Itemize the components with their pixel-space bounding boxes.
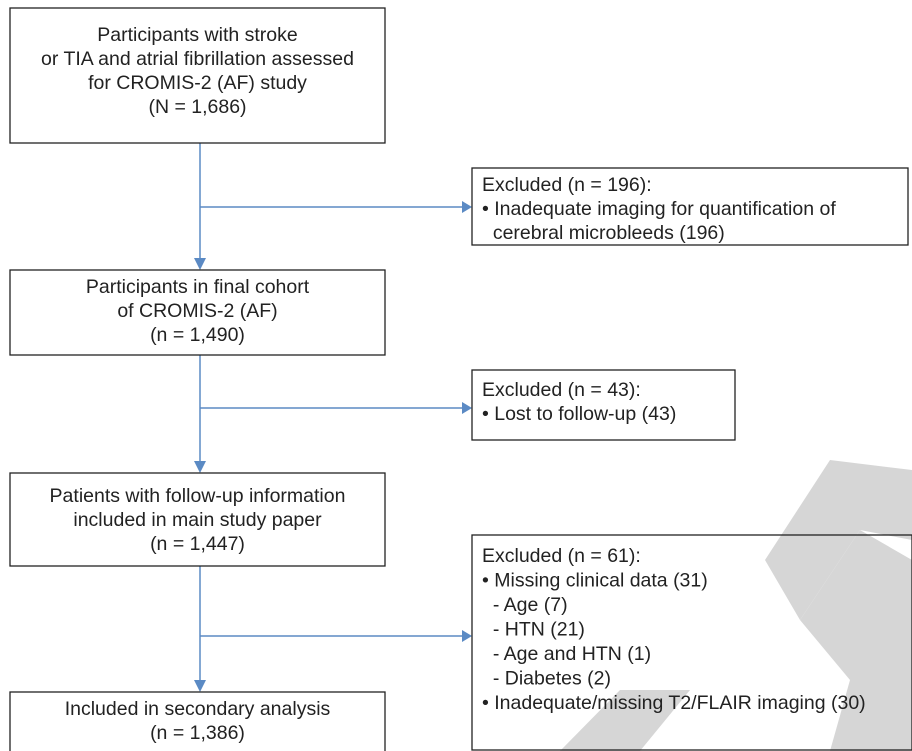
box-text: (n = 1,490) <box>150 324 245 346</box>
box-text: or TIA and atrial fibrillation assessed <box>41 48 354 70</box>
box-text: (N = 1,686) <box>148 96 246 118</box>
arrowhead <box>462 402 472 414</box>
box-text: Excluded (n = 43): <box>482 379 641 401</box>
box-text: - Age and HTN (1) <box>482 643 651 665</box>
process-box <box>9 7 386 144</box>
arrowhead <box>194 680 206 692</box>
watermark <box>560 460 912 751</box>
process-box <box>9 472 386 567</box>
box-text: Participants with stroke <box>97 24 298 46</box>
box-text: - Age (7) <box>482 594 568 616</box>
arrowhead <box>194 258 206 270</box>
box-text: Participants in final cohort <box>86 276 310 298</box>
box-text: for CROMIS-2 (AF) study <box>88 72 307 94</box>
connectors <box>194 143 472 692</box>
box-text: Included in secondary analysis <box>65 698 331 720</box>
box-text: cerebral microbleeds (196) <box>482 222 725 244</box>
process-box <box>9 691 386 751</box>
arrowhead <box>462 630 472 642</box>
box-text: of CROMIS-2 (AF) <box>117 300 277 322</box>
box-text: (n = 1,386) <box>150 722 245 744</box>
exclusion-box <box>471 369 736 441</box>
box-text: Excluded (n = 196): <box>482 174 652 196</box>
arrowhead <box>194 461 206 473</box>
box-text: included in main study paper <box>73 509 322 531</box>
box-text: Patients with follow-up information <box>50 485 346 507</box>
box-text: - Diabetes (2) <box>482 668 611 690</box>
box-text: Excluded (n = 61): <box>482 545 641 567</box>
box-text: • Inadequate imaging for quantification … <box>482 198 836 220</box>
box-text: - HTN (21) <box>482 619 585 641</box>
box-text: • Missing clinical data (31) <box>482 570 708 592</box>
arrowhead <box>462 201 472 213</box>
process-box <box>9 269 386 356</box>
box-text: (n = 1,447) <box>150 533 245 555</box>
exclusion-box <box>471 534 912 751</box>
box-text: • Lost to follow-up (43) <box>482 403 676 425</box>
box-text: • Inadequate/missing T2/FLAIR imaging (3… <box>482 692 866 714</box>
exclusion-box <box>471 167 909 246</box>
